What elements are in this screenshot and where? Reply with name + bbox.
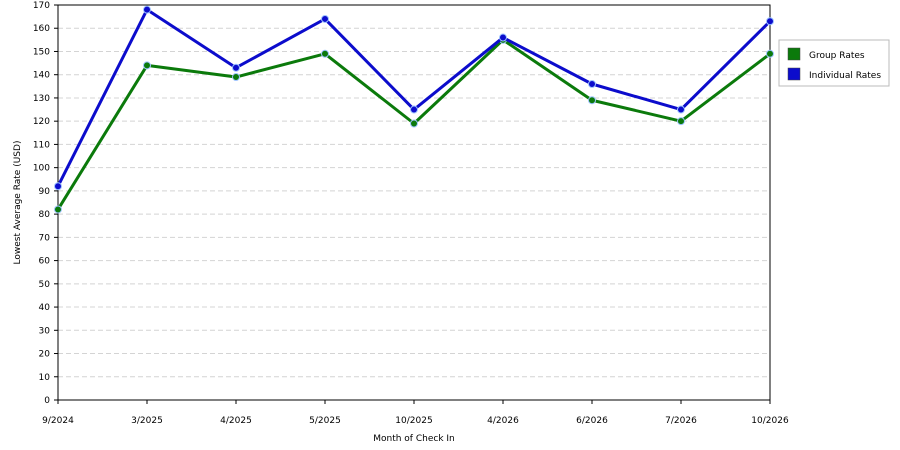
y-tick-label: 170 [33,1,50,11]
y-tick-label: 10 [39,373,51,383]
x-tick-label: 3/2025 [131,416,163,426]
x-tick-label: 5/2025 [309,416,341,426]
x-axis-title: Month of Check In [373,434,455,444]
data-point [143,61,151,70]
data-point [766,49,774,58]
x-tick-label: 10/2026 [751,416,789,426]
legend-box [778,39,890,87]
legend-label: Individual Rates [809,71,881,81]
data-point [232,73,240,82]
y-tick-label: 160 [33,24,50,34]
data-point [588,80,596,88]
x-tick-label: 6/2026 [576,416,608,426]
data-point [143,5,151,14]
y-tick-label: 70 [39,233,51,243]
y-tick-label: 130 [33,94,50,104]
y-tick-label: 90 [39,187,51,197]
data-point [321,49,329,58]
y-tick-label: 150 [33,47,50,57]
legend-swatch [787,47,801,61]
data-point [321,14,329,23]
x-axis-ticks: 9/2024 3/2025 4/2025 5/2025 10/2025 4/2026 6/2… [42,400,789,426]
y-tick-label: 60 [39,257,51,267]
y-tick-label: 20 [39,350,51,360]
x-tick-label: 4/2026 [487,416,519,426]
x-tick-label: 4/2025 [220,416,252,426]
y-axis-ticks: 0 10 20 30 40 50 60 70 80 90 100 110 120 130 140 150 160… [33,1,58,406]
plot-frame [57,4,771,401]
grid-lines [58,4,770,378]
y-tick-label: 40 [39,303,51,313]
series-layer [54,5,774,214]
data-point [766,17,774,26]
data-point [54,205,62,214]
legend: Group Rates Individual Rates [778,39,890,87]
data-point [588,96,596,105]
legend-swatch [787,67,801,81]
x-tick-label: 10/2025 [395,416,432,426]
y-tick-label: 120 [33,117,50,127]
data-point [232,63,240,72]
legend-label: Group Rates [809,51,865,61]
x-tick-label: 7/2026 [665,416,697,426]
y-tick-label: 30 [39,326,51,336]
data-point [677,117,685,126]
y-tick-label: 0 [44,396,50,406]
y-axis-title: Lowest Average Rate (USD) [13,141,23,265]
data-point [499,33,507,42]
data-point [54,182,62,191]
y-tick-label: 100 [33,164,50,174]
y-tick-label: 50 [39,280,51,290]
x-tick-label: 9/2024 [42,416,74,426]
y-tick-label: 110 [33,140,50,150]
axes [57,4,771,401]
data-point [410,119,418,128]
y-tick-label: 80 [39,210,51,220]
data-point [677,105,685,114]
y-tick-label: 140 [33,71,50,81]
data-point [410,105,418,114]
